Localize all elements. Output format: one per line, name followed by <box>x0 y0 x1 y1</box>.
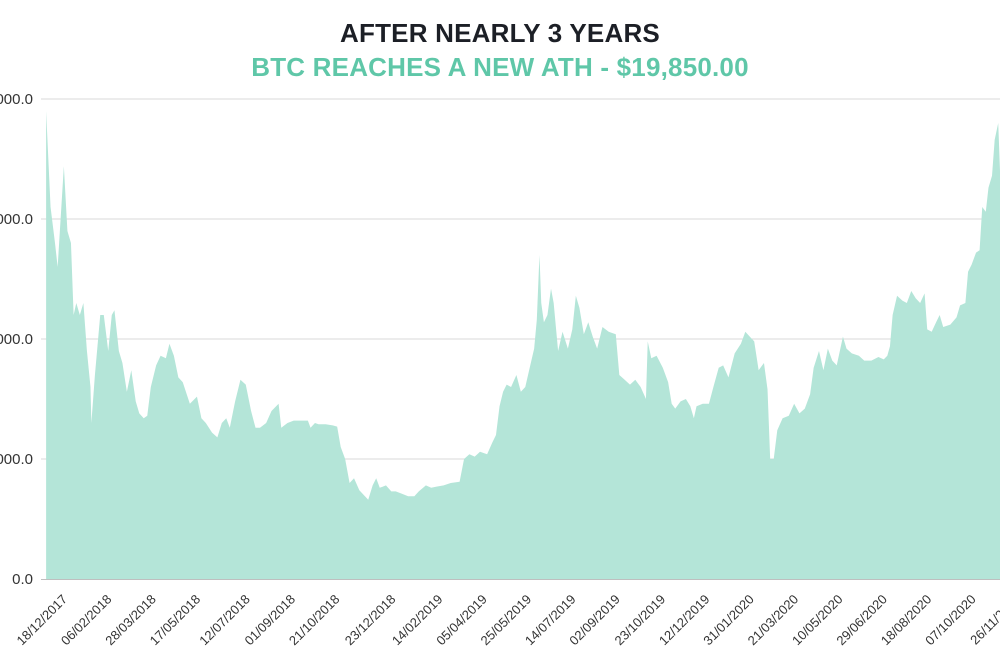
x-tick-labels: 18/12/201706/02/201828/03/201817/05/2018… <box>13 592 1000 649</box>
y-tick-label: 15,000.0 <box>0 211 33 228</box>
price-area <box>46 102 1000 579</box>
y-tick-label: 0.0 <box>12 571 33 588</box>
y-tick-label: 10,000.0 <box>0 331 33 348</box>
y-tick-label: 5,000.0 <box>0 451 33 468</box>
y-tick-labels: 0.0 5,000.0 10,000.0 15,000.0 20,000.0 <box>0 91 33 588</box>
y-tick-label: 20,000.0 <box>0 91 33 108</box>
chart-title: AFTER NEARLY 3 YEARS <box>340 18 660 48</box>
chart-subtitle: BTC REACHES A NEW ATH - $19,850.00 <box>251 52 749 82</box>
area-series <box>46 102 1000 579</box>
